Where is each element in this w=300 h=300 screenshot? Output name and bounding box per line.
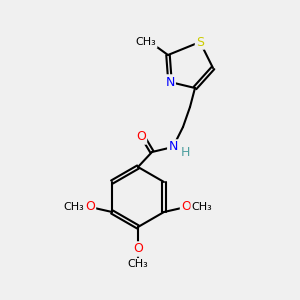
Text: S: S: [196, 35, 204, 49]
Text: O: O: [133, 242, 143, 256]
Text: CH₃: CH₃: [192, 202, 212, 212]
Text: CH₃: CH₃: [64, 202, 84, 212]
Text: CH₃: CH₃: [136, 37, 156, 47]
Text: O: O: [85, 200, 95, 214]
Text: H: H: [180, 146, 190, 158]
Text: N: N: [168, 140, 178, 154]
Text: O: O: [136, 130, 146, 143]
Text: CH₃: CH₃: [128, 259, 148, 269]
Text: O: O: [181, 200, 191, 214]
Text: N: N: [165, 76, 175, 88]
